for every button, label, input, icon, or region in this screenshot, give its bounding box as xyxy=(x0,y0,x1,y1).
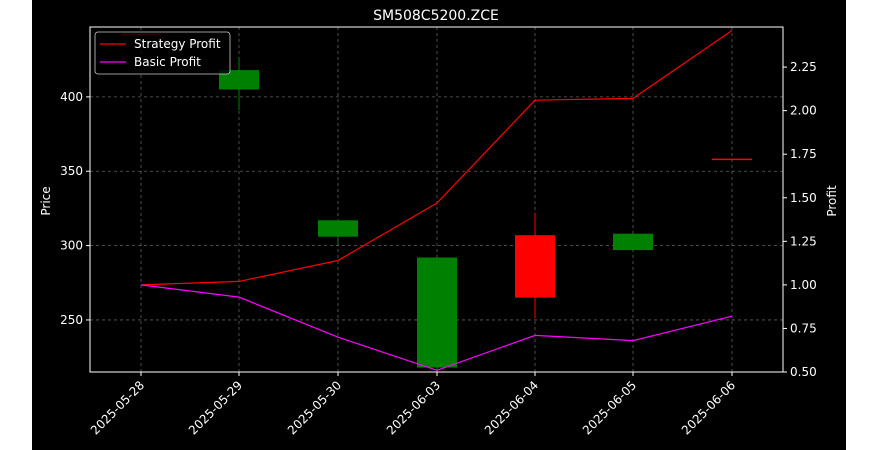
y-right-tick-label: 0.50 xyxy=(790,365,817,379)
y-axis-right-label: Profit xyxy=(825,185,839,217)
legend-box xyxy=(94,31,231,75)
legend: Strategy Profit Basic Profit xyxy=(94,31,231,75)
line-layer xyxy=(140,30,733,371)
y-right-tick-label: 2.00 xyxy=(790,104,817,118)
candle-layer xyxy=(121,33,752,372)
y-left-tick-label: 350 xyxy=(60,164,83,178)
chart-title: SM508C5200.ZCE xyxy=(373,8,499,24)
y-left-tick-label: 300 xyxy=(60,239,83,253)
legend-strategy-label: Strategy Profit xyxy=(134,37,221,51)
candle-body xyxy=(417,257,457,368)
y-left-tick-label: 400 xyxy=(60,90,83,104)
y-right-tick-label: 0.75 xyxy=(790,321,817,335)
series-line xyxy=(140,284,733,371)
series-line xyxy=(140,30,733,286)
y-right-tick-label: 2.25 xyxy=(790,60,817,74)
y-right-tick-label: 1.25 xyxy=(790,234,817,248)
y-left-tick-label: 250 xyxy=(60,313,83,327)
y-axis-left-label: Price xyxy=(39,186,53,215)
candle-body xyxy=(515,235,555,298)
candle-body xyxy=(318,220,358,237)
candle-body xyxy=(613,233,653,251)
y-right-tick-label: 1.50 xyxy=(790,191,817,205)
candle-body xyxy=(219,70,259,90)
y-right-tick-label: 1.00 xyxy=(790,278,817,292)
legend-basic-label: Basic Profit xyxy=(134,55,201,69)
chart-background xyxy=(32,0,846,450)
y-right-tick-label: 1.75 xyxy=(790,147,817,161)
grid-layer xyxy=(90,27,783,372)
